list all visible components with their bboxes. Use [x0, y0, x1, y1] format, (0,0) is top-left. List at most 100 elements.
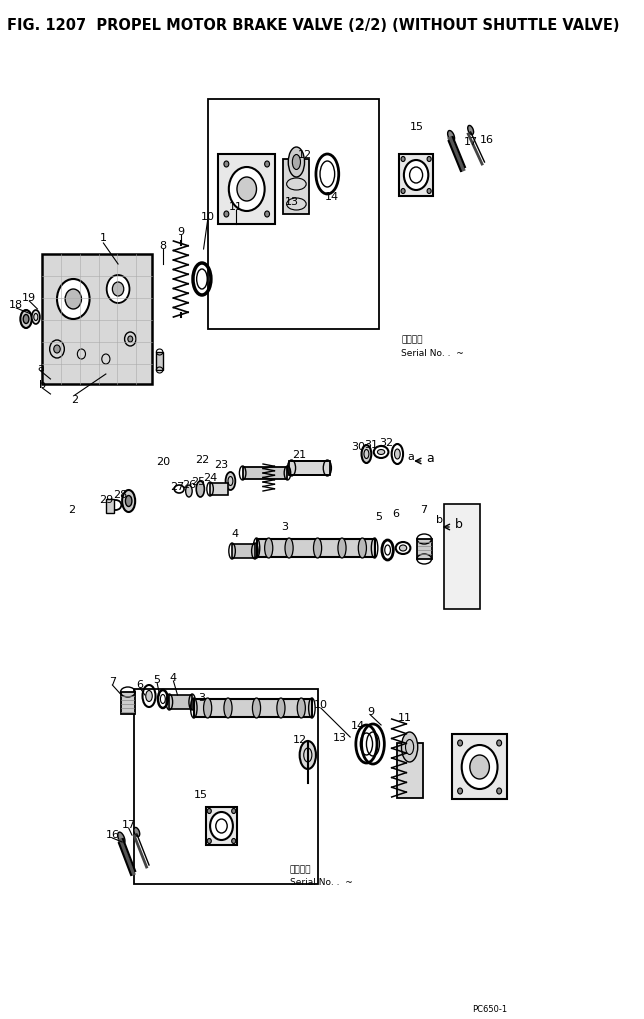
Ellipse shape — [314, 538, 321, 558]
Text: 17: 17 — [122, 819, 136, 829]
Circle shape — [65, 289, 81, 310]
Bar — [194, 699, 312, 717]
Text: 6: 6 — [137, 680, 144, 689]
Bar — [289, 462, 330, 476]
Ellipse shape — [32, 311, 40, 325]
Circle shape — [229, 168, 265, 212]
Text: 18: 18 — [9, 300, 23, 310]
Text: 14: 14 — [351, 720, 365, 731]
Ellipse shape — [252, 698, 261, 718]
Ellipse shape — [204, 698, 212, 718]
Bar — [43, 255, 152, 384]
Circle shape — [470, 755, 489, 780]
Ellipse shape — [185, 485, 192, 497]
Text: 32: 32 — [379, 437, 393, 447]
Bar — [399, 155, 433, 197]
Circle shape — [458, 740, 462, 746]
Circle shape — [207, 839, 211, 844]
Text: 5: 5 — [154, 675, 160, 685]
Text: 5: 5 — [375, 512, 382, 522]
Text: 9: 9 — [177, 227, 184, 236]
Text: 10: 10 — [314, 699, 328, 709]
Bar — [169, 695, 192, 709]
Circle shape — [224, 212, 229, 218]
Bar — [452, 735, 507, 799]
Text: 12: 12 — [292, 735, 307, 744]
Text: a: a — [37, 363, 44, 373]
Ellipse shape — [277, 698, 285, 718]
Text: 適用号機: 適用号機 — [290, 865, 312, 873]
Text: 7: 7 — [109, 677, 116, 687]
Text: 1: 1 — [100, 232, 107, 243]
Ellipse shape — [21, 311, 32, 329]
Text: 15: 15 — [410, 122, 424, 131]
Bar — [218, 155, 275, 225]
Text: Serial No. .  ~: Serial No. . ~ — [401, 348, 464, 357]
Text: Serial No. .  ~: Serial No. . ~ — [290, 877, 353, 887]
Text: 10: 10 — [201, 212, 214, 222]
Ellipse shape — [118, 833, 125, 844]
Text: 2: 2 — [71, 394, 79, 405]
Text: 17: 17 — [464, 137, 478, 147]
Text: 3: 3 — [198, 692, 205, 702]
Text: 27: 27 — [171, 482, 185, 491]
Text: 29: 29 — [99, 494, 113, 504]
Bar — [120, 692, 135, 714]
Text: 9: 9 — [367, 706, 374, 716]
Circle shape — [497, 789, 502, 794]
Ellipse shape — [292, 155, 301, 170]
Circle shape — [265, 162, 270, 168]
Ellipse shape — [468, 126, 473, 136]
Text: 25: 25 — [192, 477, 205, 486]
Text: b: b — [436, 515, 443, 525]
Text: a: a — [407, 451, 414, 462]
Text: b: b — [455, 518, 462, 531]
Ellipse shape — [401, 733, 418, 762]
Circle shape — [207, 809, 211, 814]
Text: 24: 24 — [203, 473, 217, 483]
Circle shape — [401, 190, 405, 195]
Circle shape — [458, 789, 462, 794]
Ellipse shape — [126, 496, 132, 507]
Bar — [417, 539, 431, 559]
Bar — [207, 100, 379, 330]
Bar — [243, 468, 287, 480]
Ellipse shape — [225, 473, 235, 490]
Text: 15: 15 — [194, 790, 208, 799]
Bar — [232, 544, 255, 558]
Text: 14: 14 — [325, 192, 339, 202]
Ellipse shape — [23, 315, 29, 324]
Text: 13: 13 — [285, 197, 299, 207]
Ellipse shape — [265, 538, 273, 558]
Bar — [256, 539, 375, 557]
Ellipse shape — [196, 482, 204, 497]
Text: 30: 30 — [351, 441, 365, 451]
Text: 3: 3 — [281, 522, 289, 532]
Circle shape — [232, 839, 236, 844]
Ellipse shape — [395, 449, 400, 460]
Text: 20: 20 — [156, 457, 170, 467]
Text: 19: 19 — [23, 292, 36, 303]
Text: 31: 31 — [365, 439, 378, 449]
Text: 23: 23 — [214, 460, 229, 470]
Circle shape — [57, 280, 90, 320]
Text: b: b — [39, 380, 46, 389]
Ellipse shape — [298, 698, 305, 718]
Ellipse shape — [224, 698, 232, 718]
Bar — [206, 807, 237, 845]
Text: PC650-1: PC650-1 — [472, 1005, 507, 1014]
Bar — [283, 160, 309, 215]
Circle shape — [427, 157, 431, 162]
Text: 28: 28 — [113, 489, 128, 499]
Circle shape — [53, 345, 61, 354]
Circle shape — [107, 276, 129, 304]
Text: 11: 11 — [398, 712, 412, 722]
Circle shape — [128, 336, 133, 342]
Text: 21: 21 — [292, 449, 307, 460]
Circle shape — [404, 161, 428, 191]
Text: 26: 26 — [182, 480, 196, 489]
Polygon shape — [444, 504, 480, 609]
Bar — [210, 484, 228, 495]
Ellipse shape — [361, 445, 372, 464]
Text: FIG. 1207  PROPEL MOTOR BRAKE VALVE (2/2) (WITHOUT SHUTTLE VALVE): FIG. 1207 PROPEL MOTOR BRAKE VALVE (2/2)… — [6, 18, 619, 33]
